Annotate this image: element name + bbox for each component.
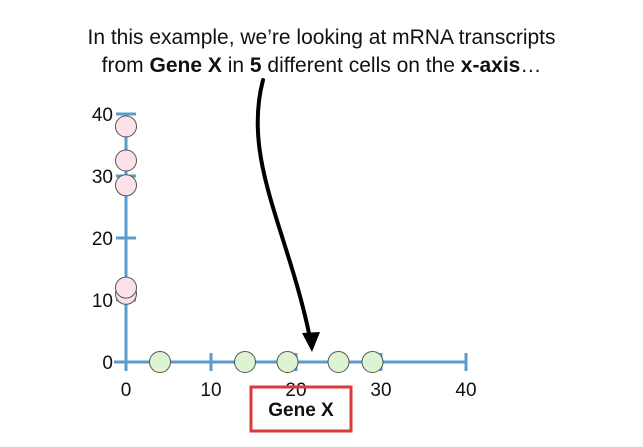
y-tick-label: 30 xyxy=(92,167,113,188)
x-tick-label: 30 xyxy=(370,380,391,401)
caption-line-1: In this example, we’re looking at mRNA t… xyxy=(87,26,556,49)
arrow-head xyxy=(302,332,320,352)
caption-line-2: from Gene X in 5 different cells on the … xyxy=(0,52,643,80)
caption-cell-count: 5 xyxy=(249,54,262,77)
x-tick-label: 20 xyxy=(285,380,306,401)
cell-point-y-axis xyxy=(115,276,137,299)
caption-text: from xyxy=(101,54,150,77)
xlabel-highlight-box xyxy=(249,385,353,433)
cell-point-x-axis xyxy=(149,351,171,373)
cell-point-x-axis xyxy=(234,351,256,373)
cell-point-y-axis xyxy=(115,115,137,138)
x-axis-label: Gene X xyxy=(268,400,334,421)
cell-point-x-axis xyxy=(327,351,350,373)
x-tick-label: 0 xyxy=(121,380,132,401)
cell-point-x-axis xyxy=(276,351,299,373)
caption: In this example, we’re looking at mRNA t… xyxy=(0,24,643,80)
x-tick-label: 40 xyxy=(455,380,476,401)
cell-point-y-axis xyxy=(115,174,137,197)
annotation-arrow xyxy=(255,78,312,340)
y-tick-label: 40 xyxy=(92,105,113,126)
caption-text: … xyxy=(520,54,542,77)
caption-text: in xyxy=(221,54,250,77)
caption-gene-name: Gene X xyxy=(149,54,222,77)
x-tick-label: 10 xyxy=(200,380,221,401)
caption-axis-name: x-axis xyxy=(460,54,521,77)
caption-text: different cells on the xyxy=(261,54,461,77)
y-tick-label: 10 xyxy=(92,291,113,312)
cell-point-y-axis xyxy=(115,149,137,172)
y-tick-label: 0 xyxy=(102,353,113,374)
cell-point-x-axis xyxy=(361,351,384,373)
y-tick-label: 20 xyxy=(92,229,113,250)
